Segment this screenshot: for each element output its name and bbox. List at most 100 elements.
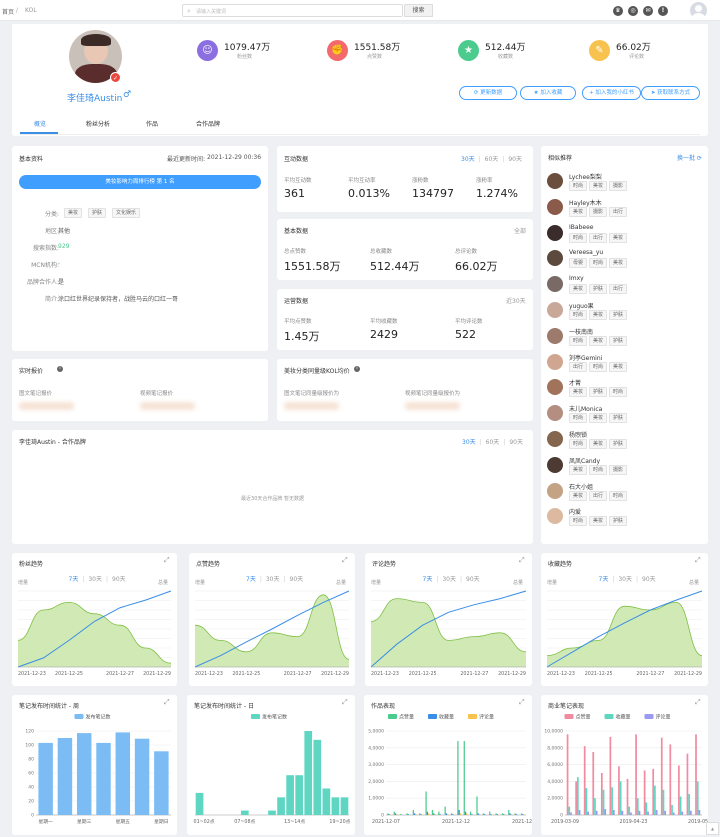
period-tab[interactable]: 30天	[442, 576, 456, 583]
price-info-icon[interactable]: i	[57, 366, 63, 372]
trend-chart: 2021-12-23 2021-12-25 2021-12-27 2021-12-29	[194, 590, 350, 677]
period-tab[interactable]: 90天	[289, 576, 304, 583]
add-to-xhs-button[interactable]: + 加入我的小红书	[582, 86, 641, 100]
similar-kol-item[interactable]: 内爱 时尚 美妆 护肤	[547, 507, 707, 527]
avatar[interactable]	[690, 2, 707, 19]
profile-tab[interactable]: 粉丝分析	[86, 121, 111, 128]
period-tab[interactable]: 90天	[509, 439, 523, 446]
x-tick-label: 2021-12-29	[498, 671, 526, 677]
expand-icon[interactable]: ⤢	[519, 698, 525, 706]
expand-icon[interactable]: ⤢	[342, 556, 348, 564]
similar-kol-item[interactable]: Vereesa_yu 母婴 时尚 美妆	[547, 249, 707, 269]
period-tab[interactable]: 7天	[422, 576, 433, 583]
period-sep: |	[479, 439, 482, 446]
bar	[645, 802, 648, 815]
expand-icon[interactable]: ⤢	[519, 556, 525, 564]
user-center-icon[interactable]: ◎	[628, 6, 638, 16]
period-tab[interactable]: 90天	[112, 576, 126, 583]
breadcrumb-separator: /	[16, 7, 19, 14]
period-tab[interactable]: 90天	[642, 576, 656, 583]
expand-icon[interactable]: ⤢	[342, 698, 348, 706]
right-axis-label: 总量	[158, 580, 169, 586]
bar	[425, 791, 427, 815]
profile-tab[interactable]: 作品	[146, 121, 159, 128]
period-tab[interactable]: 7天	[68, 576, 79, 583]
kol-tag: 出行	[589, 232, 608, 243]
similar-kol-name: 刘亭Gemini	[569, 354, 603, 362]
refresh-link[interactable]: 换一批 ⟳	[677, 153, 702, 162]
search-input[interactable]: ⌕ 请输入关键词	[182, 4, 403, 17]
period-tab[interactable]: 30天	[462, 439, 476, 446]
similar-kol-item[interactable]: yuguo果 时尚 美妆 护肤	[547, 301, 707, 321]
expand-icon[interactable]: ⤢	[695, 698, 701, 706]
bar	[331, 797, 340, 815]
period-tab[interactable]: 7天	[598, 576, 609, 583]
profile-tab[interactable]: 概览	[34, 121, 47, 128]
similar-kol-item[interactable]: 才菁 美妆 护肤 时尚	[547, 378, 707, 398]
action-label: 获取联系方式	[657, 90, 691, 96]
period-tab[interactable]: 30天	[618, 576, 632, 583]
operation-title: 运营数据	[284, 298, 309, 305]
kol-tag: 护肤	[609, 310, 628, 320]
get-contact-button[interactable]: ➤ 获取联系方式	[641, 86, 700, 100]
coop-periods: 30天 | 60天 | 90天	[460, 437, 525, 446]
help-icon[interactable]: !	[658, 6, 668, 16]
interaction-metric-value: 1.274%	[476, 187, 518, 200]
similar-kol-item[interactable]: IBabeee 时尚 出行 美妆	[547, 224, 707, 244]
similar-kol-item[interactable]: 石大小姐 美妆 出行 时尚	[547, 482, 707, 502]
similar-kol-tags: 美妆 摄影 出行	[569, 206, 629, 217]
period-tab[interactable]: 90天	[466, 576, 480, 583]
expand-icon[interactable]: ⤢	[695, 556, 701, 564]
bar	[463, 741, 465, 815]
expand-icon[interactable]: ⤢	[164, 698, 170, 706]
period-tab[interactable]: 60天	[485, 439, 500, 446]
brand-partner-value: 是	[58, 279, 65, 286]
crown-icon[interactable]: ♛	[613, 6, 623, 16]
period-sep: |	[460, 576, 463, 583]
period-tab[interactable]: 7天	[246, 576, 256, 583]
bar	[459, 813, 462, 815]
bar	[295, 775, 304, 815]
period-tab[interactable]: 60天	[484, 156, 499, 163]
similar-kol-tags: 时尚 美妆 护肤	[569, 413, 629, 424]
similar-kol-item[interactable]: Lychee梨梨 时尚 美妆 摄影	[547, 172, 707, 192]
expand-icon[interactable]: ⤢	[164, 556, 170, 564]
period-tab[interactable]: 30天	[265, 576, 280, 583]
search-index-value: 929	[58, 243, 70, 250]
similar-kol-item[interactable]: Imxy 美妆 护肤 出行	[547, 275, 707, 295]
period-tab[interactable]: 30天	[461, 156, 475, 163]
coop-brands-title: 李佳琦Austin - 合作品牌	[19, 439, 86, 446]
period-tab[interactable]: 90天	[508, 156, 522, 163]
avg-price-info-icon[interactable]: i	[354, 366, 360, 372]
metric-value: 522	[455, 328, 476, 341]
similar-kol-item[interactable]: 一枝南南 时尚 美妆 护肤	[547, 327, 707, 347]
rank-button[interactable]: 美妆影响力周排行榜 第 1 名	[19, 175, 261, 189]
daily-post-card: 笔记发布时间统计 - 日 ⤢ 发布笔记数 01~02点 07~08点 13~14点 19…	[187, 695, 355, 835]
bar	[566, 734, 569, 815]
profile-tab[interactable]: 合作品牌	[196, 121, 221, 128]
bar	[304, 731, 313, 815]
metric-label: 总收藏数	[370, 249, 393, 255]
breadcrumb-home[interactable]: 首页	[2, 9, 15, 16]
back-to-top-button[interactable]: ▲	[706, 822, 719, 835]
y-tick-label: 1,0000	[368, 796, 384, 802]
y-tick-label: 40	[28, 785, 34, 791]
similar-kol-avatar	[547, 224, 563, 241]
similar-kol-item[interactable]: Hayley木木 美妆 摄影 出行	[547, 198, 707, 218]
bar	[412, 809, 414, 815]
kol-tag: 时尚	[589, 464, 608, 475]
bar	[496, 814, 498, 815]
similar-kol-name: 一枝南南	[569, 328, 594, 336]
refresh-data-button[interactable]: ⟳ 更新数据	[459, 86, 517, 100]
similar-kol-item[interactable]: 凤凤Candy 美妆 时尚 摄影	[547, 456, 707, 476]
similar-kol-item[interactable]: 末儿Monica 时尚 美妆 护肤	[547, 404, 707, 424]
add-favorite-button[interactable]: ★ 加入收藏	[520, 86, 576, 100]
increment-line	[370, 598, 527, 653]
search-button[interactable]: 搜索	[404, 4, 433, 17]
similar-kol-item[interactable]: 杨煦锁 时尚 美妆 护肤	[547, 430, 707, 450]
message-icon[interactable]: ✉	[643, 6, 653, 16]
similar-kol-item[interactable]: 刘亭Gemini 出行 时尚 美妆	[547, 353, 707, 373]
bar	[515, 814, 518, 815]
bar	[503, 814, 505, 815]
period-tab[interactable]: 30天	[88, 576, 102, 583]
